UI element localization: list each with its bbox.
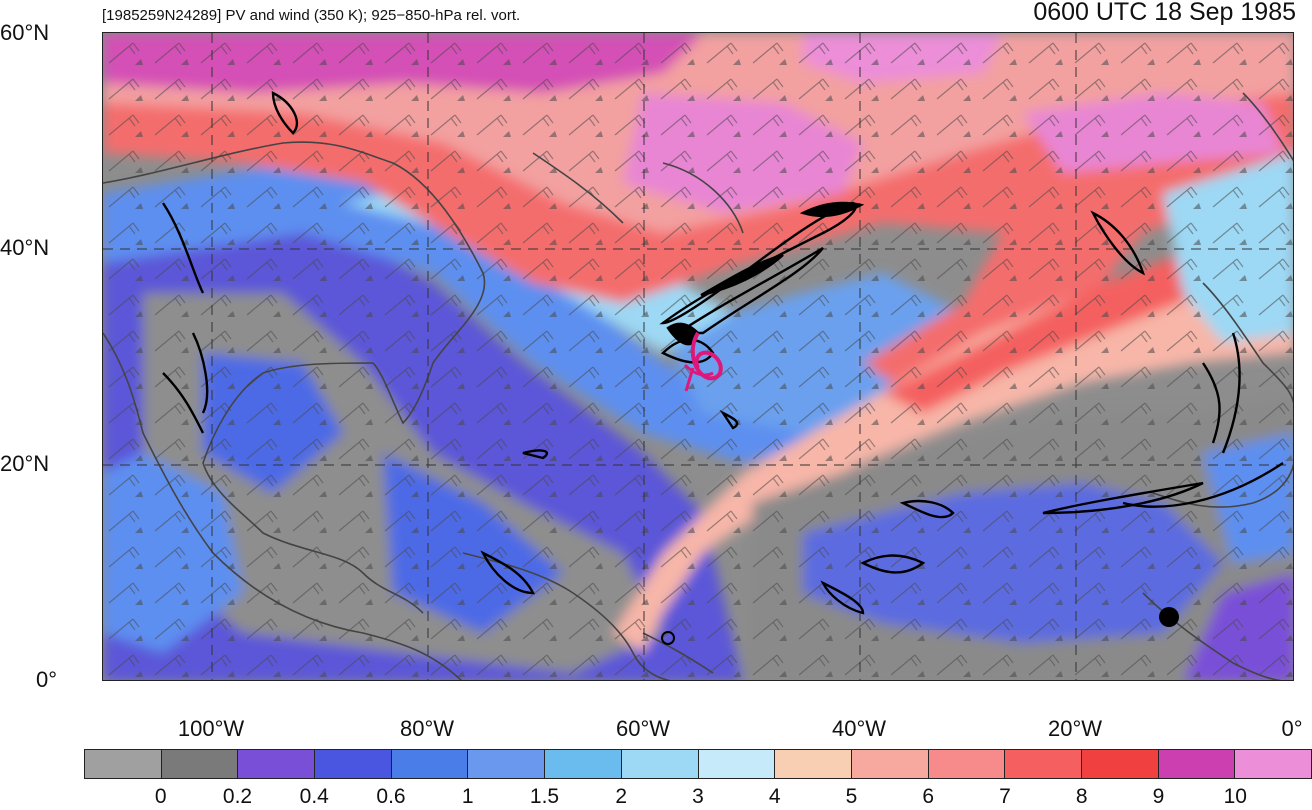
colorbar-tick-label: 7 [999, 785, 1011, 808]
colorbar-tick-label: 10 [1223, 785, 1247, 808]
colorbar-tick-label: 0.2 [222, 785, 253, 808]
colorbar-swatch [1235, 750, 1311, 778]
colorbar-tick-label: 1 [461, 785, 474, 808]
pv-colorbar [84, 749, 1312, 779]
colorbar-swatch [468, 750, 546, 778]
colorbar-swatch [1005, 750, 1082, 778]
map-title: [1985259N24289] PV and wind (350 K); 925… [102, 7, 521, 24]
colorbar-tick-label: 2 [615, 785, 628, 808]
colorbar-swatch [315, 750, 392, 778]
colorbar-tick-label: 5 [845, 785, 858, 808]
colorbar-tick-label: 9 [1152, 785, 1165, 808]
colorbar-swatch [85, 750, 162, 778]
coastlines [103, 92, 1293, 680]
colorbar-swatch [391, 750, 469, 778]
lon-label-80w: 80°W [399, 716, 455, 741]
map-panel [102, 32, 1294, 681]
valid-time: 0600 UTC 18 Sep 1985 [1033, 0, 1296, 26]
colorbar-tick-label: 0.6 [376, 785, 406, 808]
colorbar-tick-label: 1.5 [529, 785, 560, 808]
colorbar-swatch [1081, 750, 1159, 778]
colorbar-tick-label: 0 [154, 785, 167, 808]
colorbar-tick-label: 0.4 [299, 785, 329, 808]
lon-label-20w: 20°W [1047, 716, 1103, 741]
lat-label-equator: 0° [36, 667, 58, 692]
lon-label-100w: 100°W [177, 716, 245, 741]
colorbar-tick-label: 8 [1075, 785, 1088, 808]
colorbar-swatch [161, 750, 239, 778]
colorbar-tick-label: 3 [692, 785, 704, 808]
vorticity-contours [162, 91, 1284, 615]
colorbar-swatch [621, 750, 699, 778]
colorbar-swatch [928, 750, 1006, 778]
colorbar-swatch [1158, 750, 1236, 778]
lat-label-40n: 40°N [0, 235, 50, 260]
storm-track-marker [683, 331, 723, 392]
colorbar-swatch [238, 750, 316, 778]
colorbar-tick-label: 6 [922, 785, 935, 808]
pv-wind-map [103, 33, 1293, 680]
lon-label-0: 0° [1281, 716, 1303, 741]
colorbar-swatch [851, 750, 929, 778]
colorbar-swatch [545, 750, 622, 778]
lat-label-20n: 20°N [0, 451, 50, 476]
colorbar-swatch [698, 750, 776, 778]
lon-label-60w: 60°W [615, 716, 671, 741]
colorbar-swatch [775, 750, 852, 778]
lon-label-40w: 40°W [831, 716, 887, 741]
lat-label-60n: 60°N [0, 20, 50, 45]
colorbar-tick-label: 4 [768, 785, 781, 808]
graticule [103, 33, 1293, 680]
